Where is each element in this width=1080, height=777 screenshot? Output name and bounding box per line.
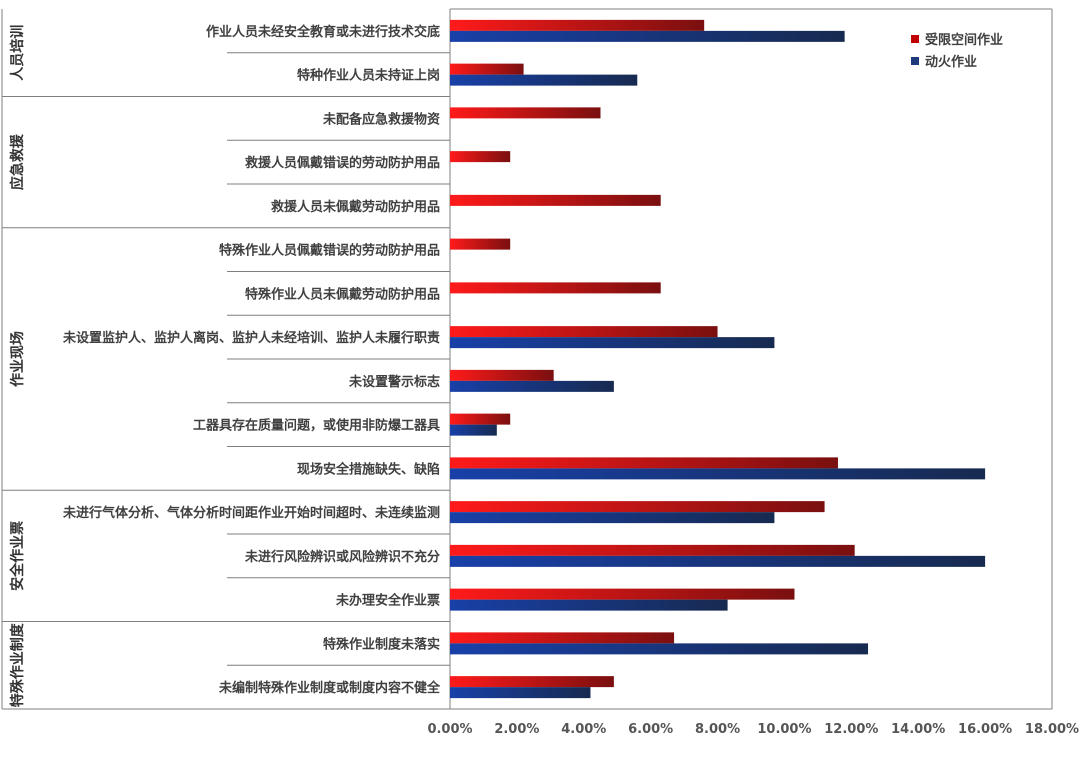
category-label: 现场安全措施缺失、缺陷 bbox=[297, 461, 440, 477]
category-label: 未办理安全作业票 bbox=[335, 593, 440, 609]
axes-layer bbox=[1, 8, 1053, 710]
bar-series-2 bbox=[450, 555, 986, 567]
category-label: 特殊作业制度未落实 bbox=[323, 636, 440, 652]
x-tick-label: 18.00% bbox=[1025, 722, 1079, 737]
category-label: 未进行气体分析、气体分析时间距作业开始时间超时、未连续监测 bbox=[62, 505, 440, 521]
x-tick-label: 8.00% bbox=[695, 722, 740, 737]
bar-series-1 bbox=[450, 632, 675, 644]
x-tick-label: 2.00% bbox=[494, 722, 539, 737]
bar-series-2 bbox=[450, 687, 591, 699]
x-tick-label: 10.00% bbox=[757, 722, 811, 737]
bar-series-1 bbox=[450, 107, 601, 119]
labels-layer: 0.00% 2.00% 4.00% 6.00% 8.00% 10.00% 12.00% 14.… bbox=[9, 24, 1079, 737]
category-label: 未进行风险辨识或风险辨识不充分 bbox=[244, 549, 440, 565]
bar-series-2 bbox=[450, 468, 986, 480]
bar-series-1 bbox=[450, 194, 661, 206]
bar-series-1 bbox=[450, 238, 511, 250]
bar-series-1 bbox=[450, 63, 524, 75]
bar-series-1 bbox=[450, 457, 838, 469]
category-label: 救援人员未佩戴劳动防护用品 bbox=[271, 199, 440, 215]
bar-series-2 bbox=[450, 380, 614, 392]
x-tick-label: 0.00% bbox=[427, 722, 472, 737]
bar-series-1 bbox=[450, 369, 554, 381]
bar-series-1 bbox=[450, 19, 705, 31]
category-label: 未设置警示标志 bbox=[348, 374, 440, 390]
bar-series-1 bbox=[450, 501, 825, 513]
group-label: 安全作业票 bbox=[9, 521, 26, 591]
group-label: 人员培训 bbox=[9, 25, 26, 81]
bar-series-1 bbox=[450, 413, 511, 425]
x-tick-label: 4.00% bbox=[561, 722, 606, 737]
legend-swatch-series-2 bbox=[911, 57, 919, 65]
bar-series-2 bbox=[450, 599, 728, 611]
bar-series-1 bbox=[450, 326, 718, 338]
category-label: 特殊作业人员佩戴错误的劳动防护用品 bbox=[219, 243, 440, 259]
group-label: 作业现场 bbox=[9, 331, 26, 387]
category-label: 未设置监护人、监护人离岗、监护人未经培训、监护人未履行职责 bbox=[62, 330, 440, 346]
bar-series-2 bbox=[450, 424, 497, 436]
bar-series-2 bbox=[450, 512, 775, 524]
category-label: 特种作业人员未持证上岗 bbox=[297, 68, 440, 84]
bar-series-1 bbox=[450, 588, 795, 600]
x-tick-label: 6.00% bbox=[628, 722, 673, 737]
category-label: 救援人员佩戴错误的劳动防护用品 bbox=[245, 155, 440, 171]
x-tick-label: 14.00% bbox=[891, 722, 945, 737]
legend-label-series-2: 动火作业 bbox=[925, 54, 977, 70]
category-label: 工器具存在质量问题，或使用非防爆工器具 bbox=[193, 418, 440, 434]
bar-series-2 bbox=[450, 74, 638, 86]
x-tick-label: 16.00% bbox=[958, 722, 1012, 737]
legend: 受限空间作业 动火作业 bbox=[911, 32, 1003, 70]
bar-series-2 bbox=[450, 30, 845, 42]
category-label: 未配备应急救援物资 bbox=[322, 111, 440, 127]
bars-layer bbox=[450, 19, 986, 699]
legend-swatch-series-1 bbox=[911, 35, 919, 43]
bar-series-1 bbox=[450, 676, 614, 688]
category-label: 作业人员未经安全教育或未进行技术交底 bbox=[206, 24, 440, 40]
bar-series-1 bbox=[450, 151, 511, 163]
bar-series-1 bbox=[450, 544, 855, 556]
category-label: 特殊作业人员未佩戴劳动防护用品 bbox=[245, 286, 440, 302]
legend-label-series-1: 受限空间作业 bbox=[925, 32, 1003, 48]
bar-series-2 bbox=[450, 643, 869, 655]
category-label: 未编制特殊作业制度或制度内容不健全 bbox=[218, 680, 441, 696]
group-label: 应急救援 bbox=[9, 133, 26, 190]
group-label: 特殊作业制度 bbox=[9, 622, 26, 707]
x-tick-label: 12.00% bbox=[824, 722, 878, 737]
bar-series-2 bbox=[450, 337, 775, 349]
bar-series-1 bbox=[450, 282, 661, 294]
